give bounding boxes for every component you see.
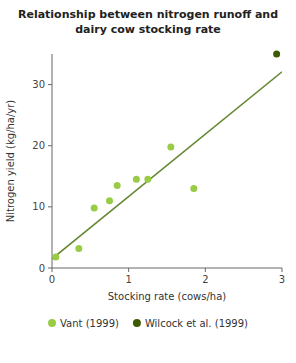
- legend: Vant (1999) Wilcock et al. (1999): [48, 318, 248, 329]
- y-tick: [48, 84, 52, 85]
- legend-item: Vant (1999): [48, 318, 119, 329]
- point: [114, 182, 121, 189]
- x-tick: [205, 268, 206, 272]
- regression-line: [52, 72, 282, 259]
- lines: [52, 72, 282, 259]
- y-tick: [48, 145, 52, 146]
- chart-container: Relationship between nitrogen runoff and…: [0, 0, 296, 363]
- title: dairy cow stocking rate: [75, 23, 221, 36]
- point: [133, 176, 140, 183]
- point: [167, 143, 174, 150]
- x-tick-label: 2: [202, 274, 208, 285]
- y-axis-line: [52, 54, 53, 268]
- point: [75, 245, 82, 252]
- point: [52, 253, 59, 260]
- point: [144, 176, 151, 183]
- x-tick: [282, 268, 283, 272]
- y-tick-label: 20: [32, 140, 45, 151]
- x-tick-label: 1: [125, 274, 131, 285]
- x-axis-label: Stocking rate (cows/ha): [108, 291, 227, 302]
- legend-label: Vant (1999): [60, 318, 119, 329]
- legend-item: Wilcock et al. (1999): [133, 318, 248, 329]
- y-tick: [48, 206, 52, 207]
- legend-marker: [133, 319, 141, 327]
- y-tick-label: 10: [32, 201, 45, 212]
- x-tick: [128, 268, 129, 272]
- y-axis-label: Nitrogen yield (kg/ha/yr): [5, 100, 16, 223]
- point: [106, 197, 113, 204]
- x-axis-line: [52, 268, 282, 269]
- x-tick-label: 3: [279, 274, 285, 285]
- y-tick: [48, 268, 52, 269]
- points: [52, 51, 280, 261]
- y-tick-label: 30: [32, 79, 45, 90]
- x-tick: [52, 268, 53, 272]
- point: [273, 51, 280, 58]
- title: Relationship between nitrogen runoff and: [18, 8, 278, 21]
- x-tick-label: 0: [49, 274, 55, 285]
- legend-label: Wilcock et al. (1999): [145, 318, 248, 329]
- legend-marker: [48, 319, 56, 327]
- y-tick-label: 0: [39, 263, 45, 274]
- chart: Relationship between nitrogen runoff and…: [0, 0, 296, 363]
- point: [91, 205, 98, 212]
- point: [190, 185, 197, 192]
